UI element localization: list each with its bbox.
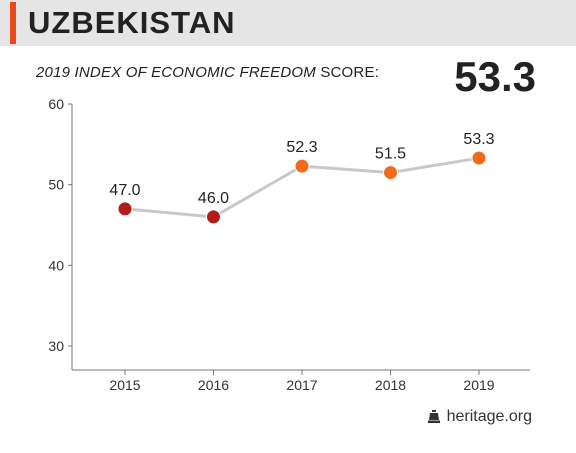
x-tick-label: 2016 [198,377,229,393]
x-tick-label: 2015 [109,377,140,393]
data-label: 46.0 [198,190,229,207]
data-label: 47.0 [109,182,140,199]
footer: heritage.org [427,408,532,426]
y-ticks: 30 40 50 60 [48,96,72,354]
chart-axes [71,104,530,371]
x-tick-label: 2017 [286,377,317,393]
data-label: 53.3 [463,131,494,148]
data-point [294,158,310,174]
title-accent-stripe [10,2,16,44]
brand-text[interactable]: heritage.org [446,408,532,425]
title-bar: UZBEKISTAN [0,0,576,46]
y-tick-label: 40 [48,257,64,273]
data-point [383,165,398,181]
subtitle-italic: 2019 INDEX OF ECONOMIC FREEDOM [36,64,316,81]
country-title: UZBEKISTAN [28,5,236,40]
data-labels: 47.0 46.0 52.3 51.5 53.3 [109,131,494,207]
data-point [206,209,221,225]
data-label: 51.5 [375,146,406,163]
overall-score: 53.3 [454,53,536,100]
data-point [471,150,487,166]
y-tick-label: 30 [48,338,64,354]
data-label: 52.3 [286,139,317,156]
x-tick-label: 2019 [463,377,494,393]
data-points [117,150,487,225]
liberty-bell-icon [427,410,440,423]
y-tick-label: 60 [48,96,64,112]
data-point [117,201,133,217]
subtitle-rest: SCORE: [315,64,380,81]
x-tick-label: 2018 [375,377,406,393]
x-ticks: 2015 2016 2017 2018 2019 [109,370,495,393]
y-tick-label: 50 [48,177,64,193]
subtitle: 2019 INDEX OF ECONOMIC FREEDOM SCORE: [36,64,379,81]
